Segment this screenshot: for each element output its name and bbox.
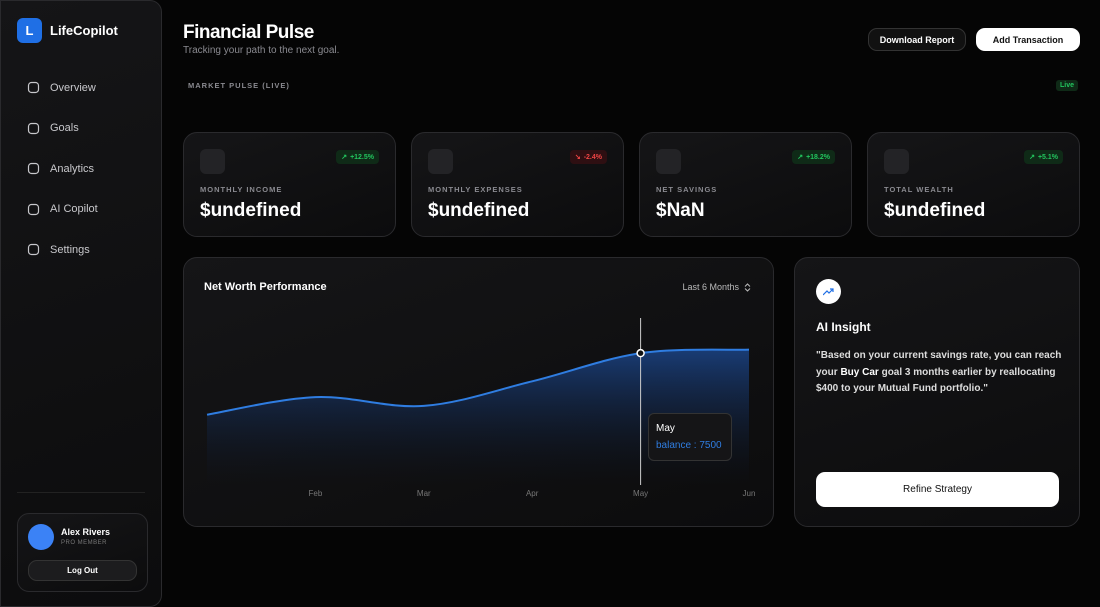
- chart-card: Net Worth Performance Last 6 Months: [183, 257, 774, 527]
- stat-icon: [200, 149, 225, 174]
- stat-icon: [656, 149, 681, 174]
- stat-badge: ↗ +5.1%: [1024, 150, 1063, 164]
- stat-icon: [884, 149, 909, 174]
- range-caret: [744, 283, 751, 292]
- insight-text-before: "Based on your current savings rate, you…: [816, 350, 1062, 378]
- tooltip-text: balance : 7500: [656, 440, 722, 451]
- stat-badge: ↘ -2.4%: [569, 150, 607, 164]
- nav-item[interactable]: Goals: [27, 122, 79, 135]
- nav-label: AI Copilot: [50, 203, 98, 215]
- refine-button[interactable]: Refine Strategy: [816, 472, 1059, 507]
- logout-button[interactable]: Log Out: [28, 560, 137, 581]
- nav-icon: [27, 243, 40, 256]
- nav-icon-shape: [27, 122, 40, 134]
- stat-value: $undefined: [200, 200, 302, 221]
- nav-icon: [27, 81, 40, 94]
- add-button[interactable]: Add Transaction: [976, 28, 1080, 51]
- nav-icon-shape: [27, 162, 40, 175]
- tooltip-title: May: [656, 423, 675, 434]
- brand: LifeCopilot: [50, 23, 118, 38]
- trend-arrow: ↘: [574, 154, 581, 161]
- insight-card: AI Insight "Based on your current saving…: [794, 257, 1080, 527]
- insight-text-after: goal 3 months earlier by reallocating $4…: [816, 366, 1056, 395]
- nav-item[interactable]: Analytics: [27, 162, 94, 175]
- user-card: Alex Rivers PRO MEMBER Log Out: [17, 513, 148, 592]
- nav-label: Settings: [50, 243, 90, 256]
- avatar: [28, 524, 54, 550]
- divider: [17, 492, 145, 493]
- page-title: Financial Pulse: [183, 22, 314, 43]
- nav-item[interactable]: AI Copilot: [27, 203, 98, 216]
- trend-arrow: ↗: [1029, 154, 1035, 161]
- nav-item[interactable]: Overview: [27, 81, 96, 94]
- stat-card: ↗ +5.1% TOTAL WEALTH $undefined: [867, 132, 1080, 237]
- nav-label: Analytics: [50, 162, 95, 175]
- nav-icon: [27, 162, 40, 175]
- chart-title: Net Worth Performance: [204, 281, 327, 293]
- stat-value: $undefined: [884, 200, 986, 221]
- stat-badge: ↗ +12.5%: [336, 150, 379, 164]
- nav-icon: [27, 203, 40, 215]
- insight-text: "Based on your current savings rate, you…: [816, 348, 1066, 398]
- stat-card: ↗ +12.5% MONTHLY INCOME $undefined: [183, 132, 396, 237]
- stat-label: MONTHLY INCOME: [200, 185, 283, 194]
- page-subtitle: Tracking your path to the next goal.: [183, 45, 340, 56]
- user-name: Alex Rivers: [61, 527, 111, 537]
- stat-card: ↗ +18.2% NET SAVINGS $NaN: [639, 132, 852, 237]
- stat-label: TOTAL WEALTH: [884, 185, 954, 194]
- nav-label: Goals: [50, 122, 79, 134]
- nav-label: Overview: [50, 81, 96, 94]
- user-role: PRO MEMBER: [61, 540, 108, 546]
- market-label: MARKET PULSE (LIVE): [188, 81, 290, 90]
- download-button[interactable]: Download Report: [868, 28, 966, 51]
- stat-label: MONTHLY EXPENSES: [428, 185, 523, 194]
- sidebar: L LifeCopilot Overview Goals Analytics AI C…: [0, 0, 162, 607]
- trend-arrow: ↗: [341, 154, 348, 161]
- stat-value: $NaN: [656, 200, 705, 221]
- stat-value: $undefined: [428, 200, 530, 221]
- live-badge: Live: [1056, 80, 1079, 91]
- stat-label: NET SAVINGS: [656, 185, 718, 194]
- logo: L: [17, 18, 42, 43]
- stat-badge: ↗ +18.2%: [792, 150, 835, 164]
- stat-card: ↘ -2.4% MONTHLY EXPENSES $undefined: [411, 132, 624, 237]
- tooltip: May balance : 7500: [648, 413, 732, 461]
- trend-arrow: ↗: [797, 154, 804, 161]
- nav-icon-shape: [27, 81, 40, 94]
- stat-icon: [428, 149, 453, 174]
- nav-item[interactable]: Settings: [27, 243, 90, 256]
- insight-title: AI Insight: [816, 320, 871, 334]
- nav-icon: [27, 122, 40, 134]
- range-select[interactable]: Last 6 Months: [682, 282, 739, 292]
- insight-highlight: Buy Car: [840, 366, 879, 378]
- nav-icon-shape: [27, 243, 40, 256]
- nav-icon-shape: [27, 203, 40, 215]
- insight-icon: [816, 279, 841, 304]
